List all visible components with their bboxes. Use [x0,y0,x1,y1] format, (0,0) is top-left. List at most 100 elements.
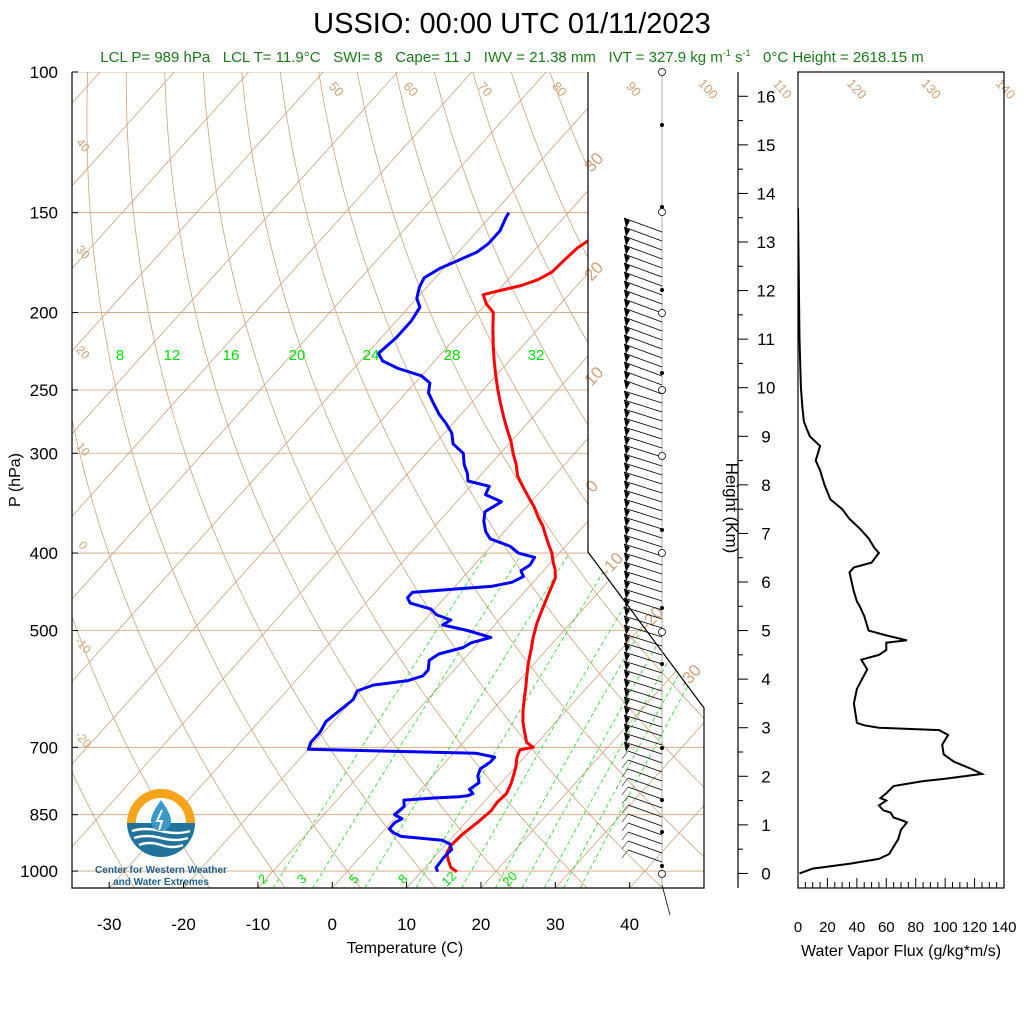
cape-value: Cape= 11 J [395,49,472,66]
wind-barb-shaft [623,435,663,449]
wind-barb-flag [624,371,630,381]
swi-value: SWI= 8 [333,49,383,66]
wind-barb-shaft [623,480,663,494]
mixing-ratio-top-label: 8 [116,347,124,364]
wind-barb-shaft [623,714,663,728]
wind-barb-shaft [627,831,663,845]
wind-barb-shaft [623,705,663,719]
wind-barb-shaft [623,334,663,350]
pressure-tick-label: 700 [30,738,58,757]
wind-barb-shaft [627,768,663,782]
wind-barb-flag [624,481,630,491]
wind-barb-flag [624,562,630,572]
height-tick-label: 12 [757,282,776,301]
wind-barb-flag [624,418,630,428]
wind-barb-flag [624,409,630,419]
isotherm-right-label: 20 [581,258,608,285]
dry-adiabat-line [819,72,1024,888]
height-tick-label: 7 [761,524,770,543]
mixing-ratio-line [461,552,657,888]
wind-barb-flag [624,499,630,509]
wind-barb-flag [624,380,630,390]
wind-barb-shaft [623,262,663,278]
wind-barb-shaft [623,723,663,737]
barb-level-dot [660,746,664,750]
height-tick-label: 0 [761,864,770,883]
dry-adiabat-line [164,72,512,888]
barb-calm-circle [658,386,666,394]
wind-barb-feather [621,750,629,760]
dry-adiabat-line [202,72,588,888]
mixing-ratio-line [563,552,704,888]
barb-tail [661,884,671,916]
isotherm-line [108,72,704,888]
isotherm-line [72,72,547,888]
barb-level-dot [660,830,664,834]
height-tick-label: 1 [761,816,770,835]
chart-title: USSIO: 00:00 UTC 01/11/2023 [313,8,711,40]
height-tick-label: 13 [757,233,776,252]
wind-barb-shaft [623,343,663,359]
dewpoint-profile-line [306,211,537,873]
logo-text-line2: and Water Extremes [113,877,209,888]
wind-barb-flag [624,454,630,464]
isotherm-top-label: 130 [918,76,944,102]
pressure-tick-label: 250 [30,381,58,400]
height-tick-label: 11 [757,330,775,349]
isotherm-top-label: 70 [475,79,496,100]
wind-barb-flag [624,544,630,554]
wind-barb-flag [624,272,630,282]
wind-barb-shaft [623,588,663,602]
wind-barb-shaft [623,471,663,485]
wind-barb-flag [624,688,630,698]
mixing-ratio-top-label: 20 [289,347,306,364]
isotherm-top-label: 100 [695,76,721,102]
wind-barb-flag [624,715,630,725]
isotherm-left-label: 0 [76,538,91,553]
wind-barb-shaft [623,462,663,476]
mixing-ratio-bottom-label: 5 [346,871,362,887]
mixing-ratio-line [364,552,570,888]
dry-adiabat-lines [72,72,1024,888]
temperature-tick-label: -30 [97,915,122,934]
wind-barb-shaft [623,696,663,710]
wind-barb-shaft [623,361,663,377]
wind-barb-flag [624,661,630,671]
wind-barb-shaft [623,453,663,467]
wind-barb-shaft [623,316,663,332]
isotherm-lines [72,72,704,888]
barb-calm-circle [658,870,666,878]
isotherm-line [72,72,398,888]
isotherm-right-label: 0 [582,476,602,496]
dry-adiabat-line [356,72,704,888]
wind-barb-flag [624,517,630,527]
isotherm-top-label: 60 [400,79,421,100]
mixing-ratio-lines [272,552,704,888]
mixing-ratio-line [495,552,687,888]
height-axis-title: Height (Km) [722,463,741,554]
barb-level-dot [660,528,664,532]
wind-barb-shaft [623,579,663,593]
mixing-ratio-line [544,552,704,888]
wind-barb-shaft [623,651,663,665]
sounding-stats: LCL P= 989 hPa LCL T= 11.9°C SWI= 8 Cape… [0,48,1024,66]
mixing-ratio-top-label: 24 [363,347,380,364]
mixing-ratio-top-label: 12 [164,347,181,364]
barb-level-dot [660,798,664,802]
wind-barb-shaft [623,570,663,584]
barb-level-dot [660,205,664,209]
wind-barb-shaft [627,840,663,854]
wind-barb-shaft [627,804,663,818]
barb-calm-circle [658,628,666,636]
pressure-tick-label: 500 [30,622,58,641]
wind-barb-shaft [623,498,663,512]
wind-barb-flag [624,634,630,644]
wind-barb-feather [621,759,629,769]
wind-barb-shaft [623,516,663,530]
logo-text: Center for Western Weather and Water Ext… [88,865,234,889]
wind-barb-shaft [623,307,663,323]
flux-tick-label: 40 [849,919,866,936]
skewt-frame [71,72,705,889]
wind-barb-flag [624,643,630,653]
pressure-tick-label: 200 [30,304,58,323]
